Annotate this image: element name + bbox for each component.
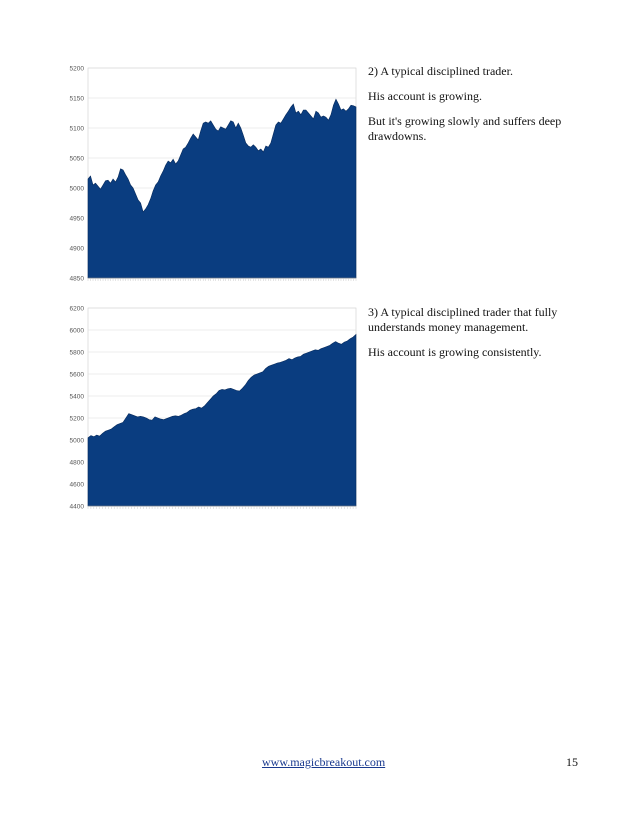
chart-1-y-tick-label: 4950 <box>70 216 85 223</box>
chart-1-y-tick-label: 4850 <box>70 276 85 283</box>
chart-equity-money-management-trader: 4400 4600 4800 5000 5200 5400 5600 5800 6000 6200 <box>56 302 358 514</box>
footer-website-link[interactable]: www.magicbreakout.com <box>262 755 386 769</box>
chart-2-svg: 4400 4600 4800 5000 5200 5400 5600 5800 6000 6200 <box>70 306 357 511</box>
chart-2-y-tick-label: 4600 <box>70 482 85 489</box>
section-2-para-1: His account is growing consistently. <box>368 345 542 359</box>
chart-1-y-tick-label: 5000 <box>70 186 85 193</box>
chart-1-y-tick-label: 5200 <box>70 66 85 73</box>
chart-1-y-tick-label: 4900 <box>70 246 85 253</box>
section-1-para-2: But it's growing slowly and suffers deep… <box>368 114 562 143</box>
section-1-text: 2) A typical disciplined trader. His acc… <box>368 64 588 154</box>
chart-1-svg: 4850 4900 4950 5000 5050 5100 5150 5200 <box>70 66 357 283</box>
section-2-heading: 3) A typical disciplined trader that ful… <box>368 305 558 334</box>
chart-2-y-tick-label: 6000 <box>70 328 85 335</box>
chart-1-y-tick-label: 5100 <box>70 126 85 133</box>
section-1-para-1: His account is growing. <box>368 89 482 103</box>
chart-1-y-tick-label: 5050 <box>70 156 85 163</box>
section-1-heading: 2) A typical disciplined trader. <box>368 64 513 78</box>
chart-2-y-tick-label: 5400 <box>70 394 85 401</box>
chart-2-y-tick-label: 5200 <box>70 416 85 423</box>
chart-2-y-tick-label: 5800 <box>70 350 85 357</box>
chart-1-area-series <box>87 98 357 279</box>
chart-1-y-tick-label: 5150 <box>70 96 85 103</box>
chart-2-y-tick-label: 4400 <box>70 504 85 511</box>
chart-2-y-tick-label: 5000 <box>70 438 85 445</box>
section-2-text: 3) A typical disciplined trader that ful… <box>368 305 588 370</box>
chart-2-y-tick-label: 6200 <box>70 306 85 313</box>
chart-2-y-tick-label: 5600 <box>70 372 85 379</box>
page-number: 15 <box>566 755 578 769</box>
chart-2-y-tick-label: 4800 <box>70 460 85 467</box>
chart-equity-disciplined-trader: 4850 4900 4950 5000 5050 5100 5150 5200 <box>56 62 358 286</box>
chart-2-area-series <box>87 333 357 507</box>
